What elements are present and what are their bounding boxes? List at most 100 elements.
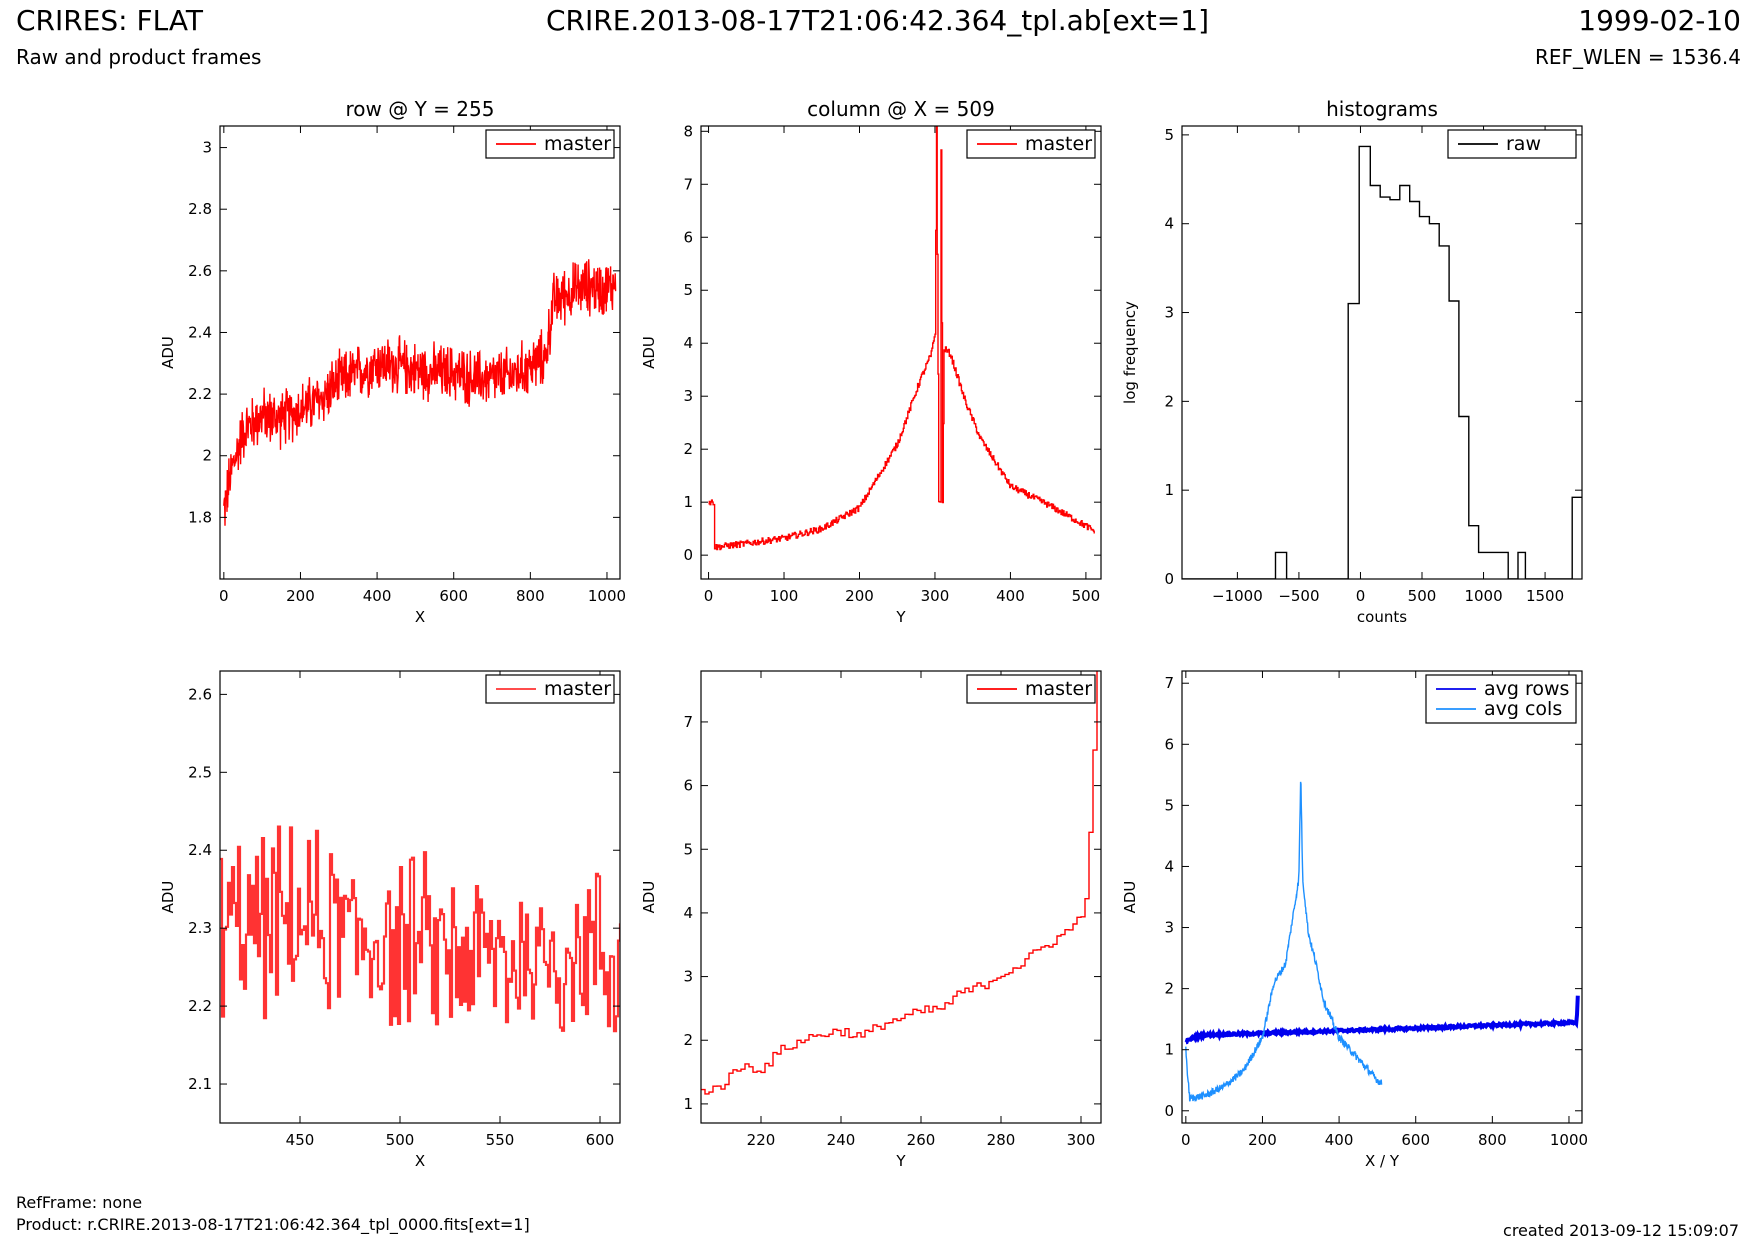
y-tick-label: 2.3 [188, 919, 212, 937]
x-tick-label: 1000 [588, 587, 626, 605]
x-tick-label: 1000 [1550, 1131, 1588, 1149]
chart-panel-6: 0 200 400 600 800 1000 0 1 2 3 4 5 6 7 X / Y ADU avg row… [1121, 670, 1588, 1170]
y-tick-label: 2.1 [188, 1075, 212, 1093]
x-axis-label: Y [895, 1152, 906, 1170]
x-tick-label: 0 [1356, 587, 1366, 605]
y-tick-label: 2.4 [188, 323, 212, 341]
y-axis-label: ADU [640, 336, 658, 369]
y-tick-label: 0 [1164, 1102, 1174, 1120]
x-tick-label: 500 [1072, 587, 1101, 605]
y-tick-label: 3 [202, 139, 212, 157]
y-axis-label: log frequency [1121, 301, 1139, 404]
y-tick-label: 4 [683, 334, 693, 352]
y-tick-label: 1 [683, 1095, 693, 1113]
x-tick-label: −1000 [1212, 587, 1263, 605]
x-tick-label: 1500 [1526, 587, 1564, 605]
y-tick-label: 0 [683, 546, 693, 564]
x-tick-label: 220 [747, 1131, 776, 1149]
series-line-master [701, 671, 1098, 1095]
x-tick-label: 400 [996, 587, 1025, 605]
legend: master [966, 674, 1096, 704]
x-tick-label: 600 [586, 1131, 615, 1149]
series-line-master [220, 825, 620, 1033]
y-tick-label: 7 [1164, 674, 1174, 692]
legend-label: master [1025, 678, 1092, 700]
y-tick-label: 2 [683, 1031, 693, 1049]
y-tick-label: 5 [1164, 796, 1174, 814]
x-tick-label: 550 [486, 1131, 515, 1149]
y-tick-label: 1 [1164, 1041, 1174, 1059]
x-tick-label: −500 [1278, 587, 1319, 605]
y-axis-label: ADU [640, 881, 658, 914]
x-tick-label: 500 [386, 1131, 415, 1149]
plot-frame [700, 125, 1102, 580]
legend: master [485, 129, 615, 159]
legend: raw [1447, 129, 1577, 159]
x-axis-label: X / Y [1365, 1152, 1400, 1170]
x-tick-label: 300 [1067, 1131, 1096, 1149]
y-tick-label: 7 [683, 713, 693, 731]
x-axis-label: X [415, 1152, 425, 1170]
file-title: CRIRE.2013-08-17T21:06:42.364_tpl.ab[ext… [545, 4, 1209, 37]
y-tick-label: 4 [683, 904, 693, 922]
y-tick-label: 6 [683, 228, 693, 246]
y-tick-label: 5 [683, 840, 693, 858]
x-tick-label: 0 [1181, 1131, 1191, 1149]
series-line-master [223, 259, 617, 526]
x-axis-label: X [415, 608, 425, 626]
x-tick-label: 600 [439, 587, 468, 605]
date-title: 1999-02-10 [1578, 4, 1741, 37]
y-tick-label: 2 [1164, 980, 1174, 998]
y-tick-label: 3 [1164, 919, 1174, 937]
y-tick-label: 5 [683, 281, 693, 299]
x-tick-label: 300 [921, 587, 950, 605]
y-tick-label: 6 [683, 777, 693, 795]
y-axis-label: ADU [159, 881, 177, 914]
y-tick-label: 2.6 [188, 262, 212, 280]
chart-panel-1: 0 200 400 600 800 1000 1.8 2 2.2 2.4 2.6 2.8 3 row @ … [159, 97, 626, 626]
chart-panel-2: 0 100 200 300 400 500 0 1 2 3 4 5 6 7 8 column @ X = 50… [640, 97, 1102, 626]
refframe-label: RefFrame: none [16, 1193, 143, 1212]
x-tick-label: 100 [770, 587, 799, 605]
x-axis-label: Y [895, 608, 906, 626]
legend-label: master [544, 678, 611, 700]
page-subtitle: Raw and product frames [16, 45, 262, 69]
x-tick-label: 500 [1408, 587, 1437, 605]
y-tick-label: 2.8 [188, 200, 212, 218]
y-tick-label: 2.4 [188, 841, 212, 859]
chart-title: row @ Y = 255 [346, 97, 495, 121]
legend: master [485, 674, 615, 704]
plot-frame [1181, 670, 1583, 1124]
x-tick-label: 800 [1478, 1131, 1507, 1149]
x-tick-label: 400 [1325, 1131, 1354, 1149]
legend-label: avg cols [1484, 698, 1562, 720]
y-tick-label: 2.5 [188, 763, 212, 781]
chart-panel-3: −1000 −500 0 500 1000 1500 0 1 2 3 4 5 histograms cou… [1121, 97, 1583, 626]
chart-title: histograms [1326, 97, 1438, 121]
y-tick-label: 3 [1164, 304, 1174, 322]
y-tick-label: 2.6 [188, 685, 212, 703]
plot-frame [219, 125, 621, 580]
legend-label: master [544, 133, 611, 155]
product-label: Product: r.CRIRE.2013-08-17T21:06:42.364… [16, 1215, 530, 1234]
y-tick-label: 2 [202, 447, 212, 465]
series-line-master [708, 126, 1095, 551]
y-tick-label: 2 [1164, 392, 1174, 410]
ref-wlen-label: REF_WLEN = 1536.4 [1534, 45, 1741, 69]
x-tick-label: 280 [987, 1131, 1016, 1149]
x-tick-label: 200 [1248, 1131, 1277, 1149]
y-axis-label: ADU [1121, 881, 1139, 914]
x-tick-label: 450 [286, 1131, 315, 1149]
plot-frame [700, 670, 1102, 1124]
y-tick-label: 7 [683, 175, 693, 193]
y-tick-label: 3 [683, 968, 693, 986]
legend-box [1425, 674, 1577, 724]
y-axis-label: ADU [159, 336, 177, 369]
legend-label: master [1025, 133, 1092, 155]
y-tick-label: 1 [683, 493, 693, 511]
chart-panel-5: 220 240 260 280 300 1 2 3 4 5 6 7 Y ADU master [640, 670, 1102, 1170]
y-tick-label: 2.2 [188, 385, 212, 403]
legend-label: avg rows [1484, 678, 1569, 700]
legend: master [966, 129, 1096, 159]
